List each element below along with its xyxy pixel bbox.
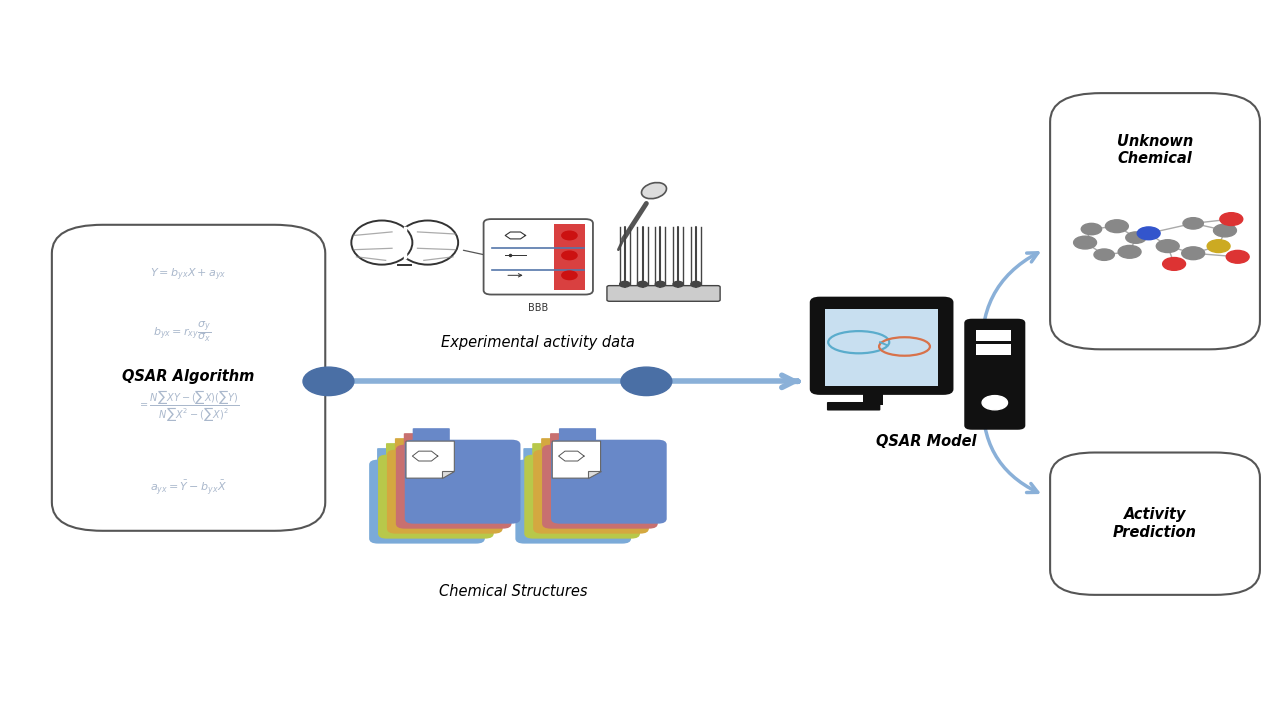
Text: Activity
Prediction: Activity Prediction bbox=[1114, 508, 1197, 540]
FancyBboxPatch shape bbox=[484, 219, 593, 294]
FancyBboxPatch shape bbox=[1050, 452, 1260, 595]
FancyBboxPatch shape bbox=[541, 438, 579, 457]
Circle shape bbox=[562, 271, 577, 279]
Circle shape bbox=[1156, 240, 1179, 253]
FancyBboxPatch shape bbox=[387, 450, 503, 534]
Text: BBB: BBB bbox=[529, 303, 548, 313]
Circle shape bbox=[1207, 240, 1230, 253]
FancyBboxPatch shape bbox=[827, 402, 881, 410]
Circle shape bbox=[1226, 251, 1249, 264]
FancyBboxPatch shape bbox=[975, 344, 1011, 355]
Text: QSAR Model: QSAR Model bbox=[876, 434, 977, 449]
Circle shape bbox=[982, 395, 1007, 410]
Text: Experimental activity data: Experimental activity data bbox=[442, 335, 635, 350]
FancyBboxPatch shape bbox=[412, 428, 449, 448]
Circle shape bbox=[655, 282, 666, 287]
Circle shape bbox=[621, 367, 672, 395]
Circle shape bbox=[1119, 246, 1140, 258]
Circle shape bbox=[562, 231, 577, 240]
FancyBboxPatch shape bbox=[525, 454, 640, 539]
FancyBboxPatch shape bbox=[532, 443, 570, 462]
Ellipse shape bbox=[351, 220, 412, 265]
FancyBboxPatch shape bbox=[975, 330, 1011, 341]
Circle shape bbox=[1183, 217, 1203, 229]
Circle shape bbox=[1126, 232, 1146, 243]
FancyBboxPatch shape bbox=[534, 450, 649, 534]
Text: $= \dfrac{N\sum XY - (\sum X)(\sum Y)}{N\sum X^{2} - (\sum X)^{2}}$: $= \dfrac{N\sum XY - (\sum X)(\sum Y)}{N… bbox=[138, 389, 239, 424]
FancyBboxPatch shape bbox=[516, 459, 631, 544]
Text: Chemical Structures: Chemical Structures bbox=[439, 584, 588, 599]
Text: $a_{yx} = \bar{Y} - b_{yx}\bar{X}$: $a_{yx} = \bar{Y} - b_{yx}\bar{X}$ bbox=[150, 479, 227, 498]
Circle shape bbox=[691, 282, 701, 287]
Polygon shape bbox=[588, 471, 600, 478]
FancyBboxPatch shape bbox=[378, 454, 494, 539]
FancyBboxPatch shape bbox=[396, 438, 433, 457]
FancyBboxPatch shape bbox=[404, 440, 521, 523]
FancyBboxPatch shape bbox=[810, 297, 954, 395]
FancyBboxPatch shape bbox=[607, 286, 721, 301]
FancyBboxPatch shape bbox=[524, 448, 561, 467]
Circle shape bbox=[637, 282, 648, 287]
Circle shape bbox=[1137, 227, 1160, 240]
Text: Unknown
Chemical: Unknown Chemical bbox=[1117, 134, 1193, 166]
Polygon shape bbox=[552, 441, 600, 478]
Circle shape bbox=[562, 251, 577, 260]
Circle shape bbox=[1082, 223, 1102, 235]
Ellipse shape bbox=[641, 183, 667, 199]
FancyBboxPatch shape bbox=[826, 309, 938, 387]
FancyBboxPatch shape bbox=[863, 391, 883, 405]
Text: $b_{yx} = r_{xy}\dfrac{\sigma_y}{\sigma_x}$: $b_{yx} = r_{xy}\dfrac{\sigma_y}{\sigma_… bbox=[154, 319, 211, 343]
Circle shape bbox=[1162, 258, 1185, 270]
Text: QSAR Algorithm: QSAR Algorithm bbox=[123, 369, 255, 384]
Circle shape bbox=[1213, 224, 1236, 237]
Circle shape bbox=[673, 282, 684, 287]
FancyBboxPatch shape bbox=[369, 459, 485, 544]
Circle shape bbox=[1106, 220, 1129, 233]
FancyBboxPatch shape bbox=[550, 433, 588, 452]
FancyBboxPatch shape bbox=[550, 440, 667, 523]
FancyBboxPatch shape bbox=[559, 428, 596, 448]
FancyBboxPatch shape bbox=[1050, 93, 1260, 349]
FancyBboxPatch shape bbox=[553, 224, 585, 289]
Circle shape bbox=[1094, 249, 1115, 261]
Circle shape bbox=[1074, 236, 1097, 249]
Circle shape bbox=[620, 282, 630, 287]
Circle shape bbox=[1181, 247, 1204, 260]
Text: $Y = b_{yx}X + a_{yx}$: $Y = b_{yx}X + a_{yx}$ bbox=[150, 266, 227, 283]
FancyBboxPatch shape bbox=[396, 445, 512, 528]
Ellipse shape bbox=[397, 220, 458, 265]
FancyBboxPatch shape bbox=[378, 448, 415, 467]
FancyBboxPatch shape bbox=[964, 319, 1025, 430]
FancyBboxPatch shape bbox=[543, 445, 658, 528]
Circle shape bbox=[1220, 212, 1243, 225]
FancyBboxPatch shape bbox=[403, 433, 440, 452]
FancyBboxPatch shape bbox=[52, 225, 325, 531]
Circle shape bbox=[303, 367, 353, 395]
Polygon shape bbox=[442, 471, 454, 478]
Polygon shape bbox=[406, 441, 454, 478]
FancyBboxPatch shape bbox=[387, 443, 424, 462]
